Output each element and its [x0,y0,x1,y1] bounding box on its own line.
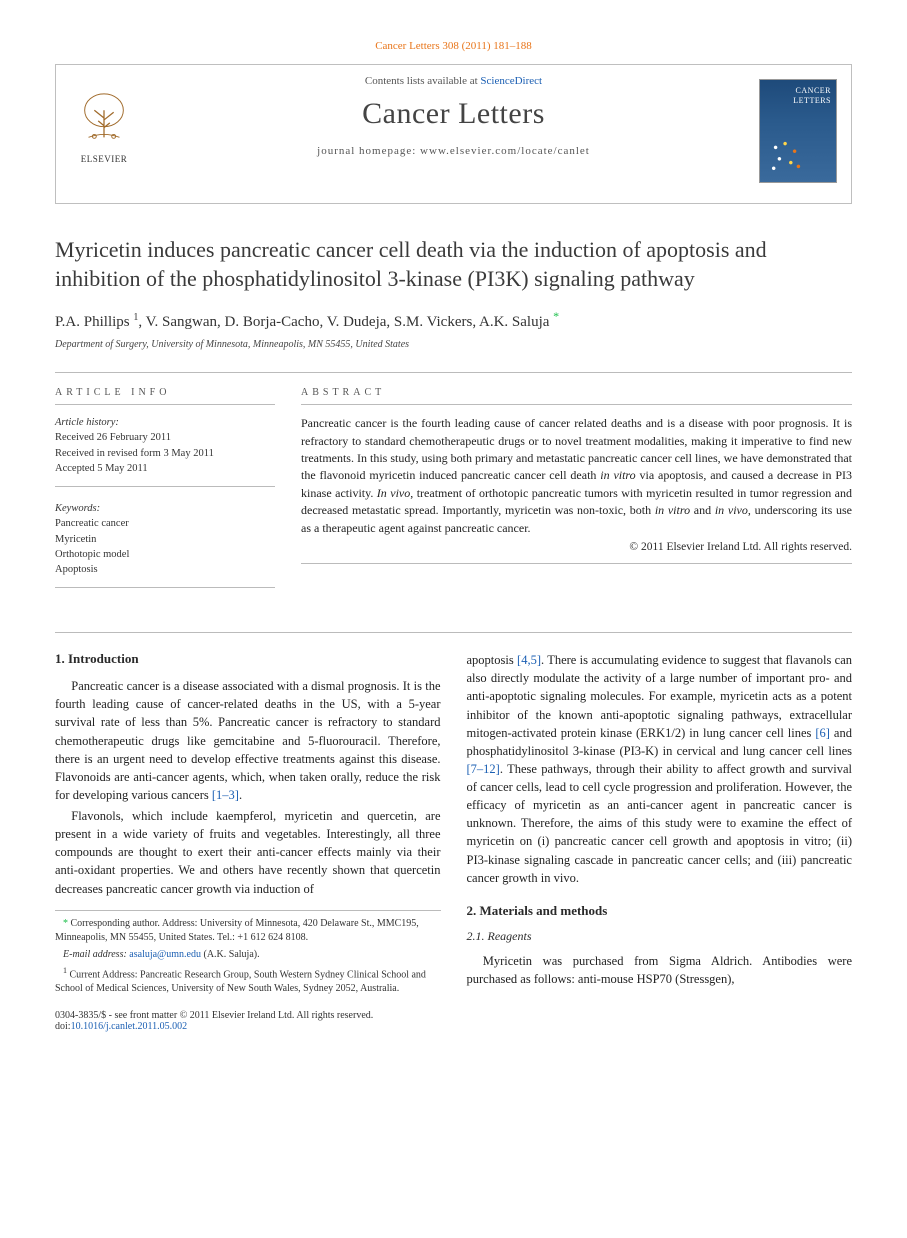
elsevier-logo: ELSEVIER [70,89,138,164]
keyword-1: Myricetin [55,534,96,545]
cover-title: CANCER LETTERS [765,86,831,105]
email-label: E-mail address: [63,949,129,960]
intro-para-1: Pancreatic cancer is a disease associate… [55,677,441,804]
section-intro-heading: 1. Introduction [55,651,441,667]
history-accepted: Accepted 5 May 2011 [55,463,148,474]
body-col-left: 1. Introduction Pancreatic cancer is a d… [55,651,441,1032]
reagents-para: Myricetin was purchased from Sigma Aldri… [467,952,853,988]
email-tail: (A.K. Saluja). [201,949,260,960]
corr-email-link[interactable]: asaluja@umn.edu [129,949,201,960]
abstract-text: Pancreatic cancer is the fourth leading … [301,415,852,537]
keywords-label: Keywords: [55,503,100,514]
keyword-2: Orthotopic model [55,549,129,560]
elsevier-tree-icon [75,89,133,147]
abstract-column: ABSTRACT Pancreatic cancer is the fourth… [301,387,852,602]
section-mm-heading: 2. Materials and methods [467,903,853,919]
info-abstract-row: ARTICLE INFO Article history: Received 2… [55,372,852,602]
doi-prefix: doi: [55,1021,71,1032]
history-received: Received 26 February 2011 [55,432,171,443]
intro-p1-text: Pancreatic cancer is a disease associate… [55,679,441,802]
journal-name: Cancer Letters [72,97,835,131]
affiliation: Department of Surgery, University of Min… [55,339,852,350]
doi-link[interactable]: 10.1016/j.canlet.2011.05.002 [71,1021,188,1032]
abstract-copyright: © 2011 Elsevier Ireland Ltd. All rights … [301,541,852,553]
issn-line: 0304-3835/$ - see front matter © 2011 El… [55,1010,373,1021]
journal-masthead: ELSEVIER Contents lists available at Sci… [55,64,852,204]
article-title: Myricetin induces pancreatic cancer cell… [55,236,852,293]
header-citation: Cancer Letters 308 (2011) 181–188 [55,40,852,52]
journal-homepage: journal homepage: www.elsevier.com/locat… [72,145,835,157]
intro-para-2: Flavonols, which include kaempferol, myr… [55,807,441,898]
author-list: P.A. Phillips 1, V. Sangwan, D. Borja-Ca… [55,309,852,331]
col2-p1d: . These pathways, through their ability … [467,762,853,885]
keyword-3: Apoptosis [55,564,98,575]
col2-para-1: apoptosis [4,5]. There is accumulating e… [467,651,853,887]
corr-star-icon: * [63,918,68,929]
history-revised: Received in revised form 3 May 2011 [55,448,214,459]
ref-link-1-3[interactable]: [1–3] [212,788,239,802]
keyword-0: Pancreatic cancer [55,518,129,529]
abstract-heading: ABSTRACT [301,387,852,405]
body-columns: 1. Introduction Pancreatic cancer is a d… [55,632,852,1032]
keywords-block: Keywords: Pancreatic cancer Myricetin Or… [55,501,275,588]
article-history: Article history: Received 26 February 20… [55,415,275,487]
corr-footnote: Corresponding author. Address: Universit… [55,918,419,943]
sciencedirect-link[interactable]: ScienceDirect [480,75,542,87]
journal-cover-thumb: CANCER LETTERS [759,79,837,183]
subsection-reagents-heading: 2.1. Reagents [467,929,853,944]
body-col-right: apoptosis [4,5]. There is accumulating e… [467,651,853,1032]
history-label: Article history: [55,415,275,430]
ref-link-4-5[interactable]: [4,5] [517,653,541,667]
footnotes: * Corresponding author. Address: Univers… [55,910,441,996]
issn-doi-block: 0304-3835/$ - see front matter © 2011 El… [55,1010,441,1032]
contents-line: Contents lists available at ScienceDirec… [72,75,835,87]
col2-p1a: apoptosis [467,653,518,667]
fn1-text: Current Address: Pancreatic Research Gro… [55,969,426,994]
ref-link-6[interactable]: [6] [815,726,830,740]
article-info-heading: ARTICLE INFO [55,387,275,405]
intro-p1-tail: . [239,788,242,802]
cover-art-icon [768,136,806,174]
article-info-column: ARTICLE INFO Article history: Received 2… [55,387,275,602]
elsevier-label: ELSEVIER [70,154,138,164]
contents-prefix: Contents lists available at [365,75,480,87]
ref-link-7-12[interactable]: [7–12] [467,762,500,776]
fn1-marker: 1 [63,966,67,975]
